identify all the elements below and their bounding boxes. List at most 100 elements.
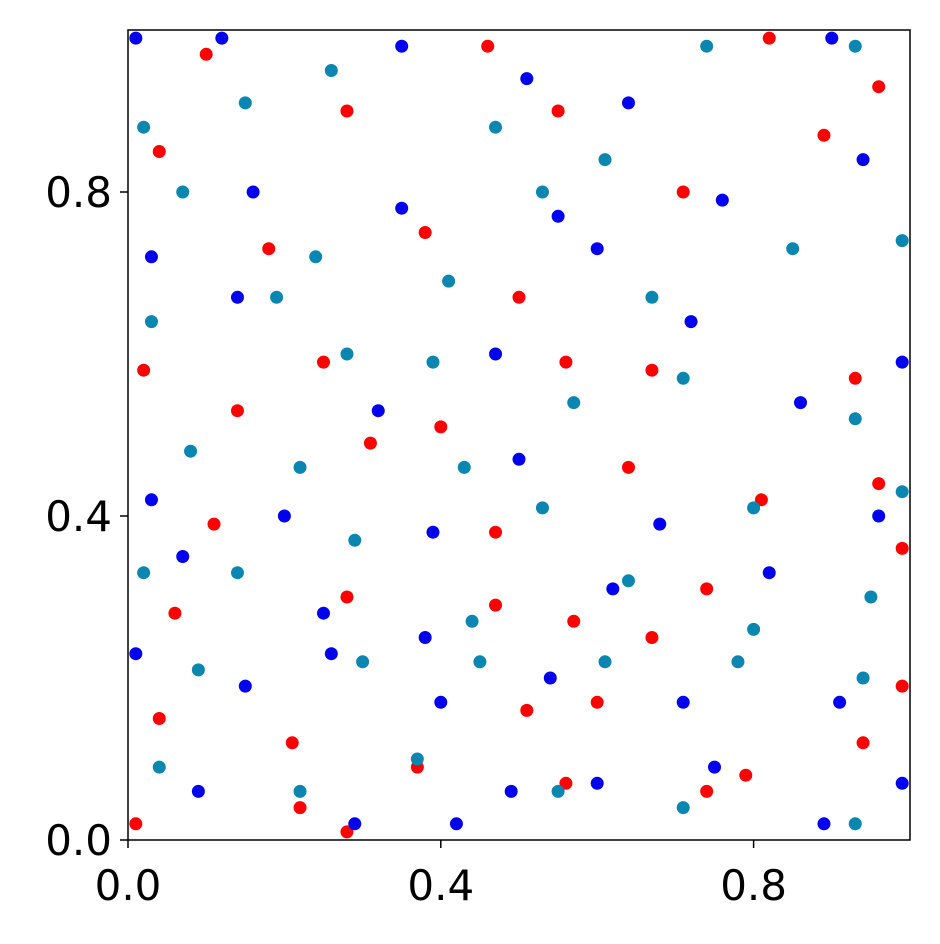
scatter-point xyxy=(324,647,338,661)
scatter-point xyxy=(621,460,635,474)
scatter-point xyxy=(340,347,354,361)
scatter-point xyxy=(191,663,205,677)
scatter-point xyxy=(418,631,432,644)
scatter-point xyxy=(129,817,143,831)
scatter-point xyxy=(512,452,526,466)
scatter-point xyxy=(731,655,745,669)
scatter-point xyxy=(645,363,659,377)
scatter-point xyxy=(363,436,377,450)
scatter-point xyxy=(481,39,495,53)
scatter-point xyxy=(645,631,659,644)
y-tick-label: 0.0 xyxy=(45,816,112,865)
scatter-point xyxy=(426,355,440,369)
scatter-point xyxy=(176,550,190,563)
scatter-point xyxy=(395,39,409,53)
x-tick-label: 0.4 xyxy=(407,861,474,910)
scatter-point xyxy=(215,31,229,45)
scatter-point xyxy=(895,485,909,499)
scatter-point xyxy=(754,493,768,507)
scatter-point xyxy=(270,290,284,304)
scatter-point xyxy=(739,768,753,782)
scatter-point xyxy=(465,614,479,628)
scatter-point xyxy=(700,582,714,596)
scatter-point xyxy=(238,96,252,110)
scatter-point xyxy=(645,290,659,304)
scatter-point xyxy=(324,64,338,77)
scatter-point xyxy=(262,242,276,256)
scatter-point xyxy=(230,566,244,580)
scatter-point xyxy=(457,460,471,474)
scatter-point xyxy=(371,404,385,418)
scatter-point xyxy=(551,104,565,118)
scatter-point xyxy=(856,736,870,750)
scatter-point xyxy=(418,226,432,239)
y-tick-label: 0.8 xyxy=(45,168,112,217)
scatter-point xyxy=(567,614,581,628)
scatter-point xyxy=(293,801,307,815)
scatter-point xyxy=(676,371,690,385)
scatter-point xyxy=(700,39,714,53)
scatter-point xyxy=(520,703,534,717)
scatter-point xyxy=(872,80,886,94)
scatter-point xyxy=(144,250,158,264)
scatter-point xyxy=(426,525,440,539)
scatter-point xyxy=(207,517,221,531)
scatter-point xyxy=(137,363,151,377)
scatter-point xyxy=(747,501,761,515)
scatter-point xyxy=(340,825,354,839)
x-tick-label: 0.0 xyxy=(95,861,162,910)
scatter-point xyxy=(872,477,886,491)
plot-frame xyxy=(127,29,911,841)
scatter-point xyxy=(715,193,729,207)
scatter-point xyxy=(543,671,557,685)
scatter-point xyxy=(676,695,690,709)
scatter-point xyxy=(794,396,808,410)
scatter-point xyxy=(152,712,166,725)
scatter-point xyxy=(512,290,526,304)
scatter-point xyxy=(621,96,635,110)
scatter-point xyxy=(489,120,503,134)
scatter-point xyxy=(246,185,260,199)
scatter-point xyxy=(895,776,909,790)
scatter-point xyxy=(340,590,354,604)
plot-area xyxy=(128,30,910,840)
scatter-point xyxy=(129,647,143,661)
scatter-point xyxy=(684,315,698,329)
scatter-point xyxy=(856,671,870,685)
scatter-point xyxy=(230,404,244,418)
scatter-point xyxy=(348,817,362,831)
scatter-point xyxy=(872,509,886,523)
scatter-point xyxy=(856,153,870,167)
scatter-point xyxy=(356,655,370,669)
scatter-point xyxy=(277,509,291,523)
scatter-point xyxy=(817,128,831,142)
scatter-point xyxy=(434,695,448,709)
scatter-point xyxy=(449,817,463,831)
scatter-point xyxy=(137,120,151,134)
scatter-point xyxy=(621,574,635,588)
scatter-point xyxy=(676,801,690,815)
scatter-point xyxy=(567,396,581,410)
scatter-point xyxy=(895,541,909,555)
scatter-point xyxy=(825,31,839,45)
scatter-point xyxy=(285,736,299,750)
scatter-point xyxy=(848,39,862,53)
scatter-point xyxy=(293,784,307,798)
scatter-point xyxy=(895,679,909,693)
scatter-point xyxy=(168,606,182,620)
scatter-point xyxy=(606,582,620,596)
scatter-point xyxy=(152,145,166,158)
scatter-point xyxy=(144,315,158,329)
scatter-point xyxy=(340,104,354,118)
scatter-point xyxy=(848,412,862,426)
scatter-point xyxy=(747,622,761,636)
scatter-point xyxy=(199,47,213,61)
scatter-point xyxy=(848,371,862,385)
scatter-point xyxy=(676,185,690,199)
scatter-point xyxy=(590,242,604,256)
scatter-point xyxy=(700,784,714,798)
scatter-point xyxy=(191,784,205,798)
scatter-point xyxy=(309,250,323,264)
scatter-point xyxy=(473,655,487,669)
